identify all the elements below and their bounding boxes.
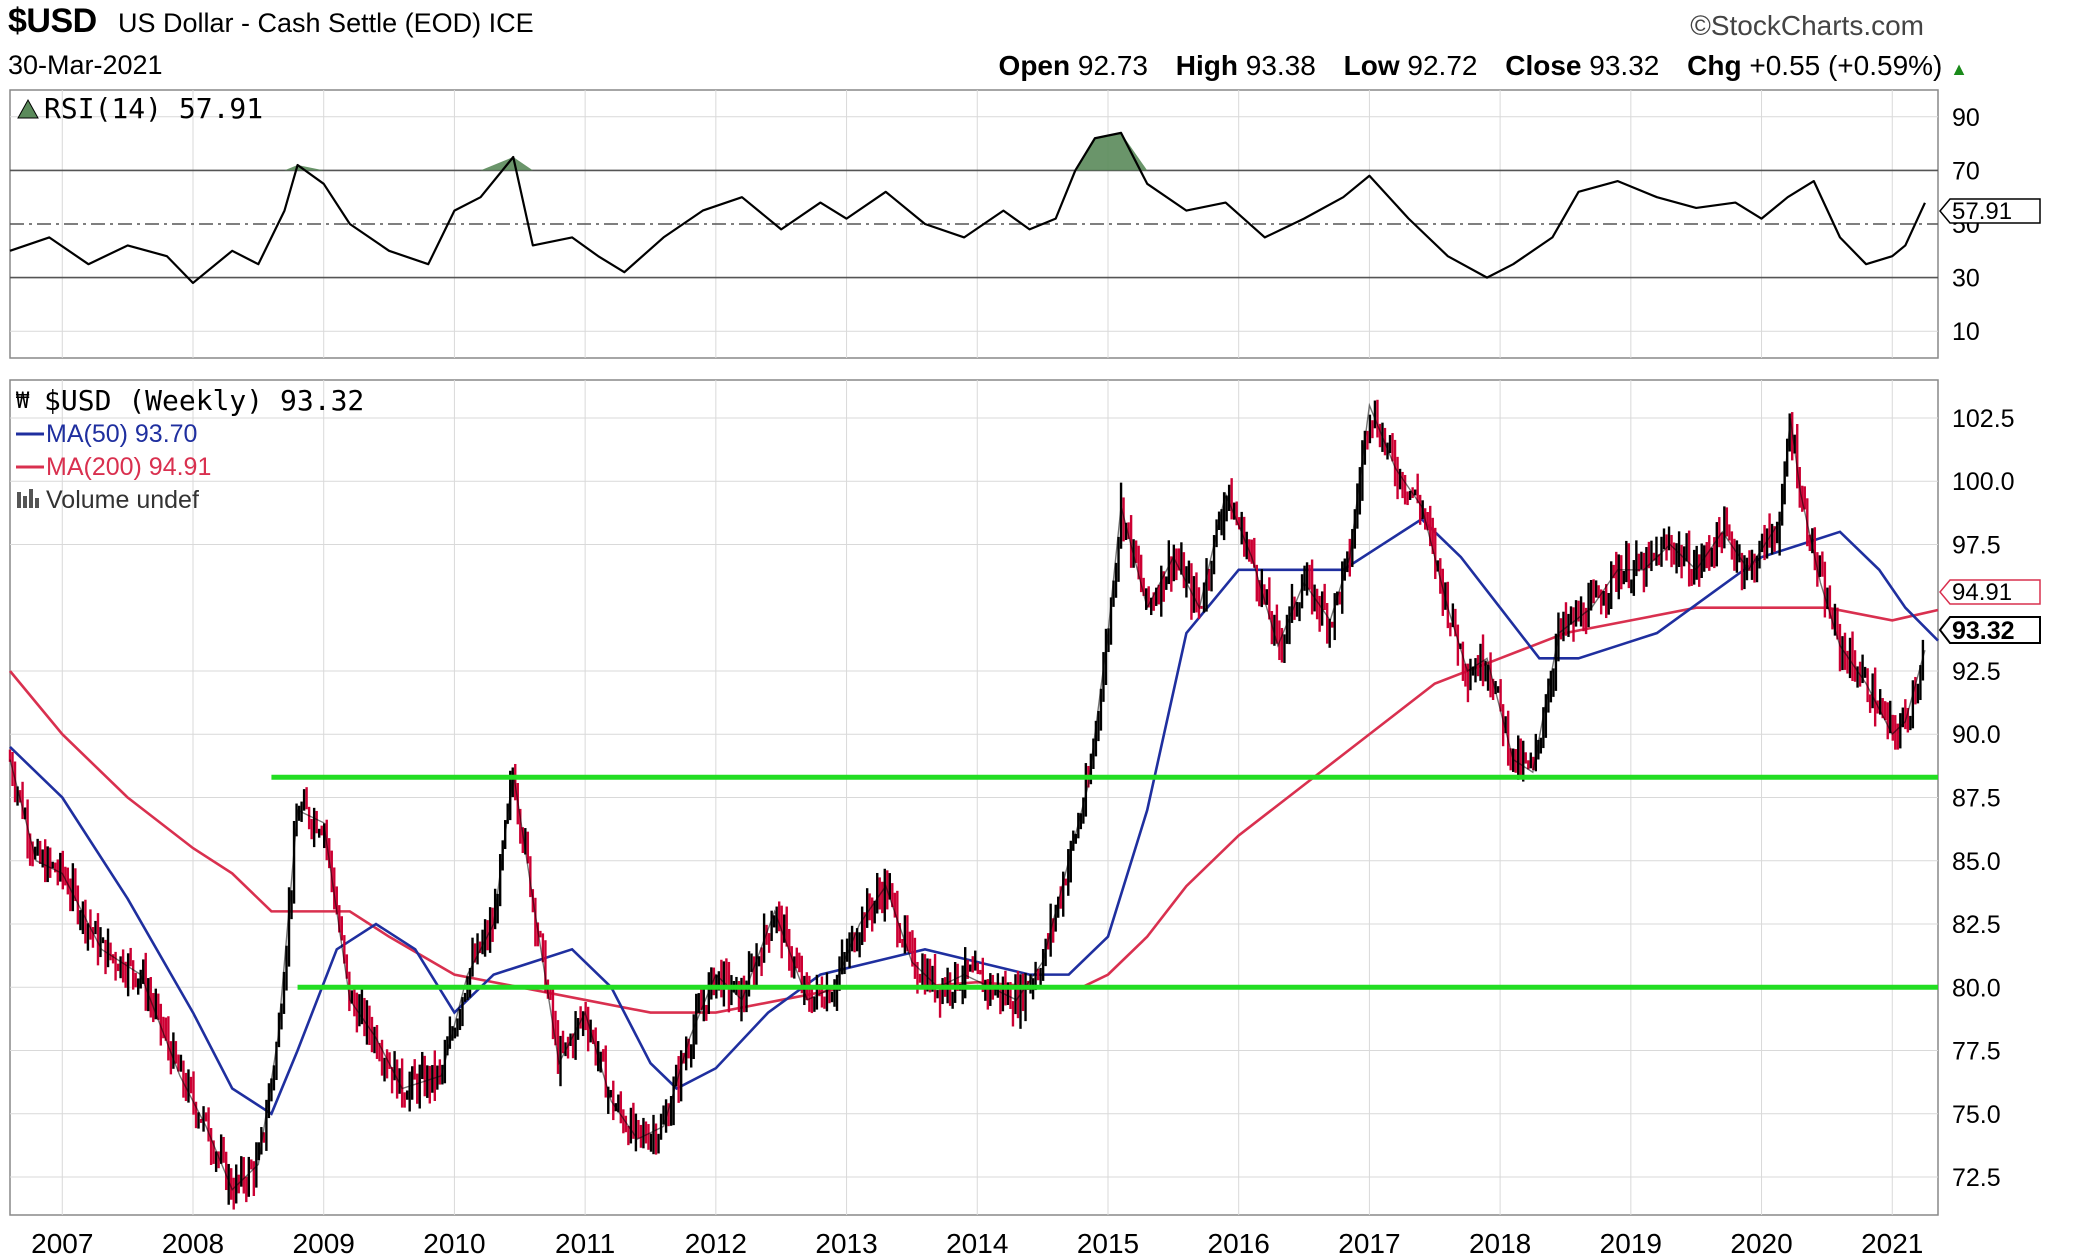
svg-text:94.91: 94.91	[1952, 579, 2012, 606]
open-label: Open	[998, 50, 1071, 81]
x-tick-label: 2017	[1338, 1228, 1400, 1258]
svg-text:57.91: 57.91	[1952, 198, 2012, 225]
x-tick-label: 2020	[1730, 1228, 1792, 1258]
rsi-line	[9, 131, 1926, 285]
chg-value: +0.55 (+0.59%)	[1749, 50, 1943, 81]
chg-label: Chg	[1687, 50, 1742, 81]
price-tick-label: 87.5	[1952, 785, 2001, 813]
x-tick-label: 2011	[555, 1228, 615, 1258]
rsi-tick-label: 10	[1952, 318, 1980, 346]
low-label: Low	[1343, 50, 1400, 81]
x-tick-label: 2009	[293, 1228, 355, 1258]
x-tick-label: 2019	[1600, 1228, 1662, 1258]
x-tick-label: 2021	[1861, 1228, 1923, 1258]
price-tick-label: 90.0	[1952, 721, 2001, 749]
x-tick-label: 2010	[423, 1228, 485, 1258]
x-tick-label: 2018	[1469, 1228, 1531, 1258]
symbol-title: $USD	[8, 2, 97, 40]
high-value: 93.38	[1245, 50, 1316, 81]
price-tick-label: 80.0	[1952, 974, 2001, 1002]
x-tick-label: 2008	[162, 1228, 224, 1258]
x-tick-label: 2013	[815, 1228, 877, 1258]
up-triangle-icon: ▲	[1950, 59, 1968, 79]
rsi-tick-label: 90	[1952, 104, 1980, 132]
price-tick-label: 72.5	[1952, 1164, 2001, 1192]
close-value: 93.32	[1589, 50, 1660, 81]
price-tick-label: 75.0	[1952, 1101, 2001, 1129]
rsi-legend-icon	[17, 98, 39, 119]
rsi-tick-label: 70	[1952, 157, 1980, 185]
rsi-value-badge: 57.91	[1939, 198, 2041, 225]
legend-volume: Volume undef	[46, 486, 199, 514]
symbol-description: US Dollar - Cash Settle (EOD) ICE	[118, 8, 534, 38]
price-tick-label: 77.5	[1952, 1038, 2001, 1066]
chart-date: 30-Mar-2021	[8, 50, 163, 80]
brand-watermark: ©StockCharts.com	[1690, 10, 1924, 41]
price-grid	[10, 380, 1938, 1215]
legend-ma50: MA(50) 93.70	[46, 420, 197, 448]
volume-legend-icon	[17, 489, 39, 508]
legend-ma200: MA(200) 94.91	[46, 453, 211, 481]
x-tick-label: 2015	[1077, 1228, 1139, 1258]
ohlc-readout: Open 92.73 High 93.38 Low 92.72 Close 93…	[999, 50, 1968, 82]
x-tick-label: 2014	[946, 1228, 1008, 1258]
rsi-series	[9, 131, 1926, 285]
axis-labels: 2007 2008 2009 2010 2011 2012 2013 2014 2015 2016…	[31, 104, 2014, 1258]
price-tick-label: 100.0	[1952, 468, 2015, 496]
price-legend-icon: ₩	[16, 389, 30, 414]
open-value: 92.73	[1077, 50, 1148, 81]
rsi-grid	[10, 90, 1938, 358]
price-tick-label: 102.5	[1952, 405, 2015, 433]
low-value: 92.72	[1407, 50, 1478, 81]
price-tick-label: 97.5	[1952, 531, 2001, 559]
price-tick-label: 85.0	[1952, 848, 2001, 876]
x-tick-label: 2016	[1208, 1228, 1270, 1258]
x-tick-label: 2007	[31, 1228, 93, 1258]
ma200-value-badge: 94.91	[1939, 579, 2041, 606]
close-label: Close	[1505, 50, 1582, 81]
rsi-legend: RSI(14) 57.91	[44, 92, 263, 125]
price-tick-label: 82.5	[1952, 911, 2001, 939]
price-series	[8, 399, 1939, 1210]
svg-text:93.32: 93.32	[1952, 617, 2015, 645]
price-tick-label: 92.5	[1952, 658, 2001, 686]
ma50-line	[9, 517, 1939, 1116]
high-label: High	[1175, 50, 1238, 81]
close-value-badge: 93.32	[1938, 616, 2041, 645]
x-tick-label: 2012	[685, 1228, 747, 1258]
rsi-tick-label: 30	[1952, 265, 1980, 293]
price-line	[9, 402, 1926, 1191]
legend-price: $USD (Weekly) 93.32	[44, 384, 364, 417]
